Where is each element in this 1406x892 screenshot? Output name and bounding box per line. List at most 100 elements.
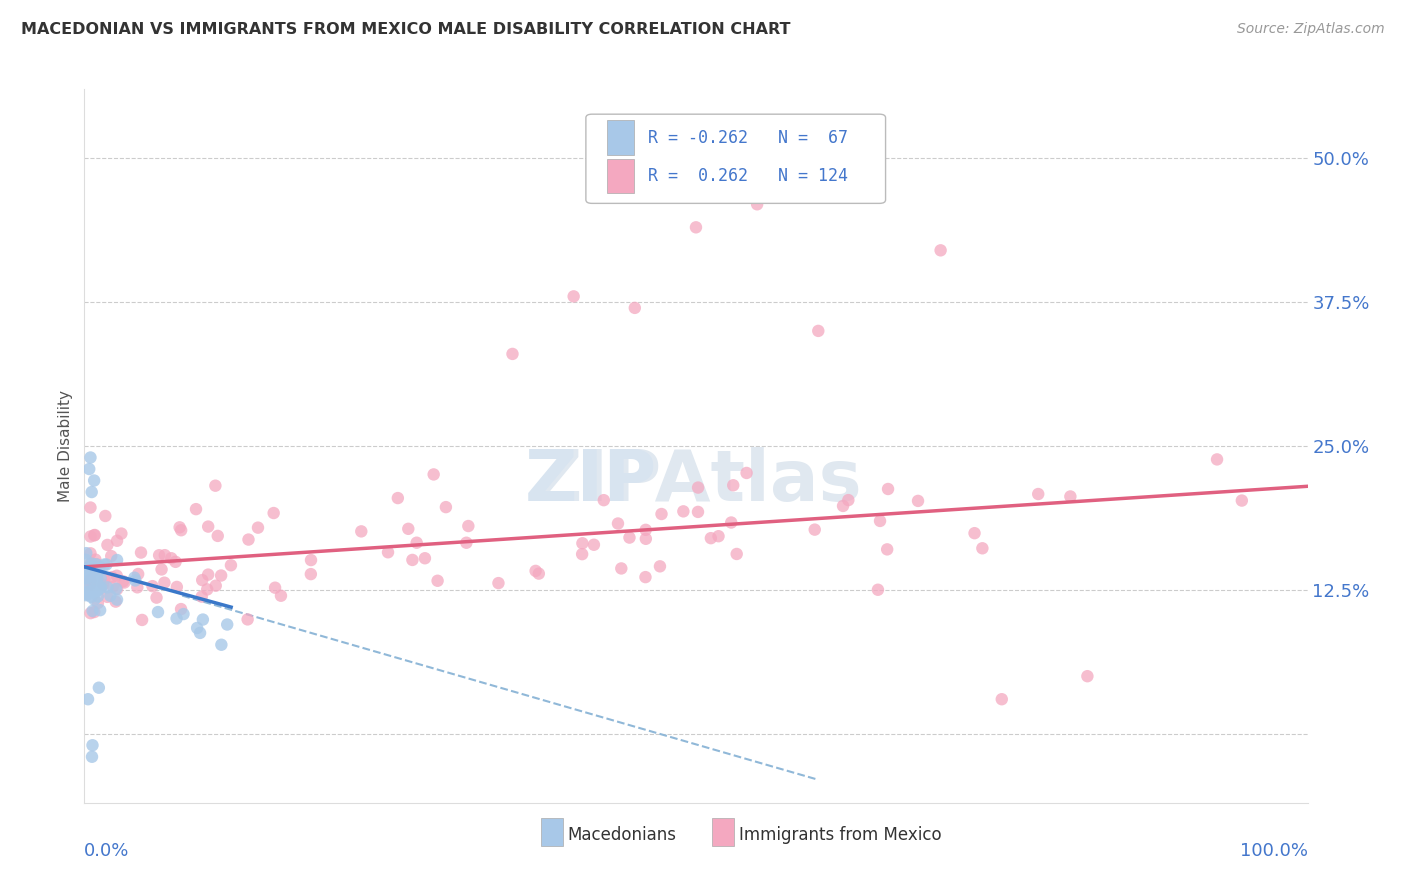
Point (150, 562, 173, 576)
Point (79, 500, 101, 515)
Text: 100.0%: 100.0% (1240, 842, 1308, 860)
Point (832, 499, 855, 513)
Point (145, 591, 167, 605)
Point (610, 561, 633, 575)
Point (169, 520, 191, 534)
Y-axis label: Male Disability: Male Disability (58, 390, 73, 502)
Point (84, 557, 107, 571)
Point (963, 526, 986, 541)
Point (686, 481, 709, 495)
Point (1230, 493, 1253, 508)
Point (75, 584, 97, 599)
Point (83, 568, 105, 582)
Point (422, 467, 444, 482)
Point (86, 572, 108, 586)
Point (1059, 490, 1081, 504)
Text: MACEDONIAN VS IMMIGRANTS FROM MEXICO MALE DISABILITY CORRELATION CHART: MACEDONIAN VS IMMIGRANTS FROM MEXICO MAL… (21, 22, 790, 37)
Point (76, 566, 98, 581)
Point (607, 516, 630, 531)
Point (184, 502, 207, 516)
Point (75, 588, 97, 602)
Point (707, 529, 730, 543)
Point (96, 580, 118, 594)
Point (188, 626, 211, 640)
Point (197, 567, 219, 582)
Point (434, 500, 457, 515)
Point (79, 450, 101, 465)
Point (141, 579, 163, 593)
Point (101, 570, 124, 584)
Point (96, 538, 118, 552)
Point (1026, 487, 1049, 501)
Point (524, 564, 547, 578)
Point (264, 581, 287, 595)
Point (94, 508, 117, 523)
Point (86, 578, 108, 592)
Point (401, 553, 423, 567)
Point (263, 506, 285, 520)
Point (197, 519, 219, 533)
Point (219, 558, 242, 573)
Point (82, 604, 104, 618)
Point (1206, 452, 1229, 467)
Point (571, 547, 593, 561)
Point (101, 580, 124, 594)
Point (75, 568, 97, 582)
Point (562, 289, 585, 303)
Point (77, 581, 100, 595)
Point (457, 519, 479, 533)
Text: 0.0%: 0.0% (84, 842, 129, 860)
Point (153, 548, 176, 562)
Point (190, 590, 212, 604)
Point (929, 244, 952, 258)
Point (413, 551, 436, 566)
Point (112, 575, 135, 590)
Point (146, 605, 169, 619)
Point (634, 570, 657, 584)
Point (90, 572, 112, 586)
Point (869, 514, 891, 528)
Point (634, 532, 657, 546)
Point (100, 549, 122, 563)
Point (79, 573, 101, 587)
Point (79, 574, 101, 589)
Point (84, 552, 107, 566)
Point (720, 516, 742, 530)
Point (246, 521, 269, 535)
Point (105, 533, 128, 548)
Point (91, 577, 114, 591)
Point (105, 582, 128, 597)
Point (76, 587, 98, 601)
Point (96, 558, 118, 572)
Point (186, 621, 208, 635)
Point (77, 462, 100, 476)
Point (217, 617, 239, 632)
Point (83, 474, 105, 488)
Point (83, 528, 105, 542)
Point (299, 567, 322, 582)
Point (86, 571, 108, 585)
Point (80, 557, 103, 571)
Point (650, 507, 672, 521)
Text: R = -0.262   N =  67: R = -0.262 N = 67 (648, 128, 848, 146)
FancyBboxPatch shape (541, 819, 562, 846)
Point (105, 568, 128, 582)
Point (86, 584, 108, 599)
Point (170, 602, 193, 616)
Point (165, 555, 187, 569)
Point (209, 638, 232, 652)
Point (82, 738, 104, 752)
Point (112, 574, 135, 589)
Text: R =  0.262   N = 124: R = 0.262 N = 124 (648, 167, 848, 186)
Point (105, 592, 128, 607)
Point (83, 567, 105, 582)
Point (131, 613, 153, 627)
Point (619, 531, 641, 545)
Point (75, 572, 97, 586)
Point (82, 574, 104, 588)
Point (148, 548, 170, 562)
Point (124, 571, 146, 585)
Point (110, 526, 132, 541)
Point (191, 613, 214, 627)
Point (98, 589, 121, 603)
